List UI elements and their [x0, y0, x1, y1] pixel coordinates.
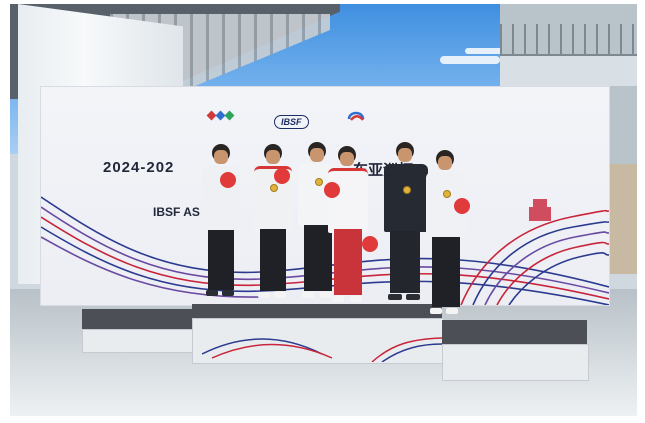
- ibsf-logo-text: IBSF: [274, 115, 309, 129]
- podium-step-right-top: [442, 320, 587, 344]
- pants: [208, 230, 234, 290]
- cloud: [465, 48, 505, 54]
- podium-step-left-top: [82, 309, 192, 329]
- shoe: [406, 294, 420, 300]
- medal: [315, 178, 323, 186]
- pants: [304, 225, 332, 291]
- podium-step-center-top: [192, 304, 442, 318]
- podium: [82, 304, 589, 381]
- podium-wave-graphics: [201, 337, 442, 362]
- podium-step-center: [192, 318, 444, 364]
- shoe: [430, 308, 442, 314]
- shoe: [274, 292, 286, 298]
- shoe: [388, 294, 402, 300]
- mascot-plush: [362, 236, 378, 252]
- athlete-1: [190, 142, 250, 307]
- mascot-plush: [220, 172, 236, 188]
- mascot-plush: [274, 168, 290, 184]
- face: [438, 156, 452, 170]
- shoe: [258, 292, 270, 298]
- podium-step-right: [442, 344, 589, 381]
- cloud: [440, 56, 500, 64]
- railing: [500, 24, 637, 54]
- stone-wall: [605, 164, 637, 274]
- mascot-plush: [454, 198, 470, 214]
- shoe: [332, 296, 344, 302]
- balcony: [500, 54, 637, 86]
- face: [266, 150, 280, 164]
- logo-winter-sports: [206, 109, 236, 141]
- banner-subtitle: IBSF AS: [153, 205, 200, 219]
- photo: IBSF 2024-202 车亚洲杯 IBSF AS: [10, 4, 637, 416]
- face: [398, 148, 412, 162]
- logo-bobsleigh-association: [341, 109, 371, 141]
- podium-step-left: [82, 329, 194, 353]
- face: [214, 150, 228, 164]
- shoe: [320, 292, 332, 298]
- banner-title-en: 2024-202: [103, 159, 175, 176]
- shoe: [350, 296, 362, 302]
- face: [340, 152, 354, 166]
- athlete-5: [380, 140, 434, 310]
- pants: [334, 229, 362, 295]
- athlete-4: [322, 144, 378, 309]
- mascot-plush: [324, 182, 340, 198]
- jacket: [328, 168, 368, 233]
- shoe: [446, 308, 458, 314]
- shoe: [302, 292, 314, 298]
- athlete-6: [418, 148, 474, 318]
- shoe: [222, 290, 234, 296]
- athlete-2: [246, 142, 300, 307]
- medal: [443, 190, 451, 198]
- pants: [432, 237, 460, 307]
- pants: [390, 231, 420, 293]
- medal: [270, 184, 278, 192]
- shoe: [206, 290, 218, 296]
- logo-ibsf: IBSF: [274, 115, 309, 147]
- face: [310, 148, 324, 162]
- pants: [260, 229, 286, 291]
- medal: [403, 186, 411, 194]
- jacket: [384, 164, 428, 232]
